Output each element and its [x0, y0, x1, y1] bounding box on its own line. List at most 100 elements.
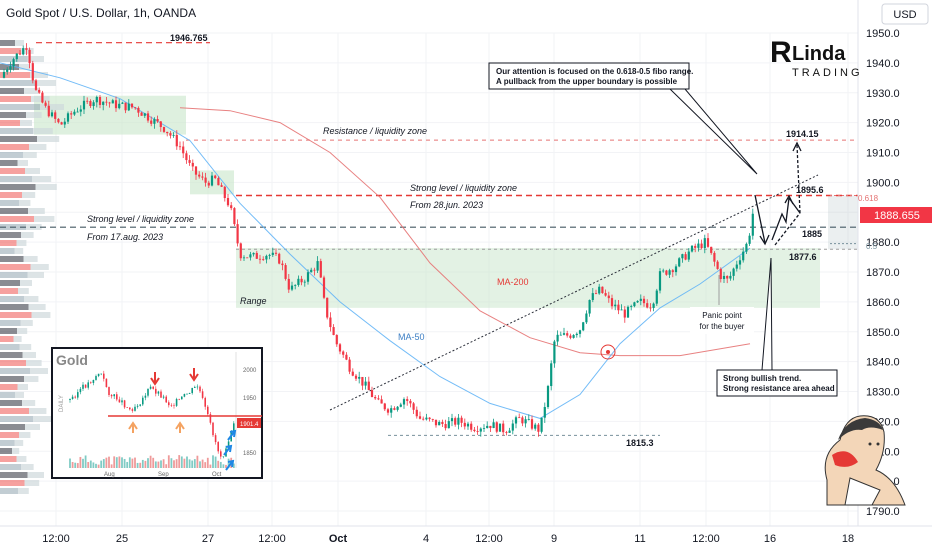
volume-profile-bar-ext	[33, 416, 53, 422]
strong-level-1-from: From 28.jun. 2023	[410, 200, 483, 210]
callout-top-line1: Our attention is focused on the 0.618-0.…	[496, 67, 693, 76]
inset-volume-bar	[136, 462, 139, 468]
high-label: 1946.765	[170, 33, 208, 43]
candle-body	[166, 131, 169, 134]
candle-body	[121, 102, 124, 104]
inset-arrow-up-3-icon	[227, 429, 237, 441]
volume-profile-bar-ext	[31, 96, 50, 102]
volume-profile-bar	[0, 80, 35, 86]
strong-level-2-from: From 17.aug. 2023	[87, 232, 163, 242]
candle-body	[70, 113, 73, 115]
candle-body	[294, 284, 297, 286]
inset-candle-body	[222, 456, 225, 458]
candle-body	[585, 313, 588, 323]
candle-body	[607, 295, 610, 299]
chart-title: Gold Spot / U.S. Dollar, 1h, OANDA	[6, 6, 196, 20]
volume-profile-bar-ext	[32, 176, 52, 182]
volume-profile-bar-ext	[27, 272, 44, 278]
candle-body	[63, 121, 66, 125]
inset-volume-bar	[97, 464, 100, 468]
candle-body	[9, 66, 12, 70]
volume-profile-bar	[0, 376, 24, 382]
candle-body	[137, 107, 140, 113]
inset-candle-body	[181, 396, 183, 400]
y-tick-1940: 1940.0	[866, 58, 900, 70]
volume-profile-bar-ext	[18, 288, 29, 294]
inset-volume-bar	[175, 459, 178, 468]
candle-body	[162, 127, 166, 132]
ma200-line	[179, 107, 751, 357]
candle-body	[233, 208, 236, 225]
candle-body	[652, 303, 655, 308]
candle-body	[34, 80, 38, 90]
candle-body	[537, 424, 540, 432]
candle-body	[15, 53, 18, 60]
inset-candle-body	[139, 404, 141, 406]
inset-candle-body	[183, 393, 186, 397]
volume-profile-bar-ext	[34, 216, 55, 222]
candle-body	[159, 121, 162, 128]
inset-tick-2000: 2000	[243, 368, 257, 374]
ma200-label: MA-200	[497, 277, 529, 287]
candle-body	[335, 335, 338, 345]
candle-body	[6, 69, 9, 72]
candle-body	[322, 277, 326, 298]
fib-05-label: 0.5	[866, 242, 878, 251]
candle-body	[540, 417, 543, 432]
volume-profile-bar	[0, 72, 30, 78]
candle-body	[447, 421, 450, 429]
level-1877-label: 1877.6	[789, 252, 817, 262]
candle-body	[380, 399, 383, 404]
candle-body	[674, 266, 678, 273]
y-tick-1840: 1840.0	[866, 357, 900, 369]
candle-body	[326, 297, 329, 318]
inset-price-tag	[237, 418, 261, 428]
y-tick-1860: 1860.0	[866, 297, 900, 309]
volume-profile-bar-ext	[24, 88, 39, 94]
inset-volume-bar	[193, 459, 196, 468]
candle-body	[338, 344, 342, 352]
x-axis[interactable]: 12:00 25 27 12:00 Oct 4 12:00 9 11 12:00 16 18	[42, 533, 854, 545]
inset-x-aug: Aug	[104, 472, 115, 478]
x-tick-11: 18	[842, 533, 854, 545]
currency-button[interactable]	[881, 3, 929, 25]
candle-body	[642, 298, 646, 304]
volume-profile-bar-ext	[22, 352, 36, 358]
inset-volume-bar	[121, 457, 123, 468]
volume-profile-bar-ext	[20, 320, 33, 326]
volume-profile-bar	[0, 280, 20, 286]
candle-body	[246, 257, 249, 259]
candle-body	[361, 376, 364, 386]
candle-body	[393, 408, 396, 410]
inset-volume-bar	[227, 458, 230, 468]
volume-profile-bar-ext	[22, 192, 36, 198]
candle-body	[28, 49, 31, 64]
candle-body	[130, 103, 134, 108]
candle-body	[89, 101, 92, 107]
volume-profile-bar-ext	[28, 304, 46, 310]
volume-profile-bar-ext	[13, 336, 22, 342]
inset-candle-body	[175, 398, 178, 406]
candle-body	[38, 89, 41, 93]
inset-candle-body	[144, 395, 147, 398]
volume-profile-bar	[0, 176, 32, 182]
volume-profile-bar-ext	[27, 56, 44, 62]
inset-candle-body	[209, 414, 212, 423]
inset-arrow-up-5-icon	[225, 459, 235, 471]
candle-body	[111, 100, 114, 104]
candle-body	[73, 111, 76, 115]
candle-body	[450, 418, 454, 422]
annotation-labels: 1946.765 Resistance / liquidity zone Str…	[87, 33, 879, 448]
inset-volume-bar	[108, 456, 110, 468]
inset-volume-bar	[128, 457, 131, 468]
candle-body	[588, 299, 591, 314]
candle-body	[124, 102, 127, 111]
candle-body	[687, 251, 690, 260]
inset-candle-body	[121, 400, 123, 403]
candle-body	[57, 118, 60, 123]
candle-body	[249, 254, 252, 258]
y-tick-1930: 1930.0	[866, 88, 900, 100]
x-tick-5: 4	[423, 533, 429, 545]
x-tick-7: 9	[551, 533, 557, 545]
